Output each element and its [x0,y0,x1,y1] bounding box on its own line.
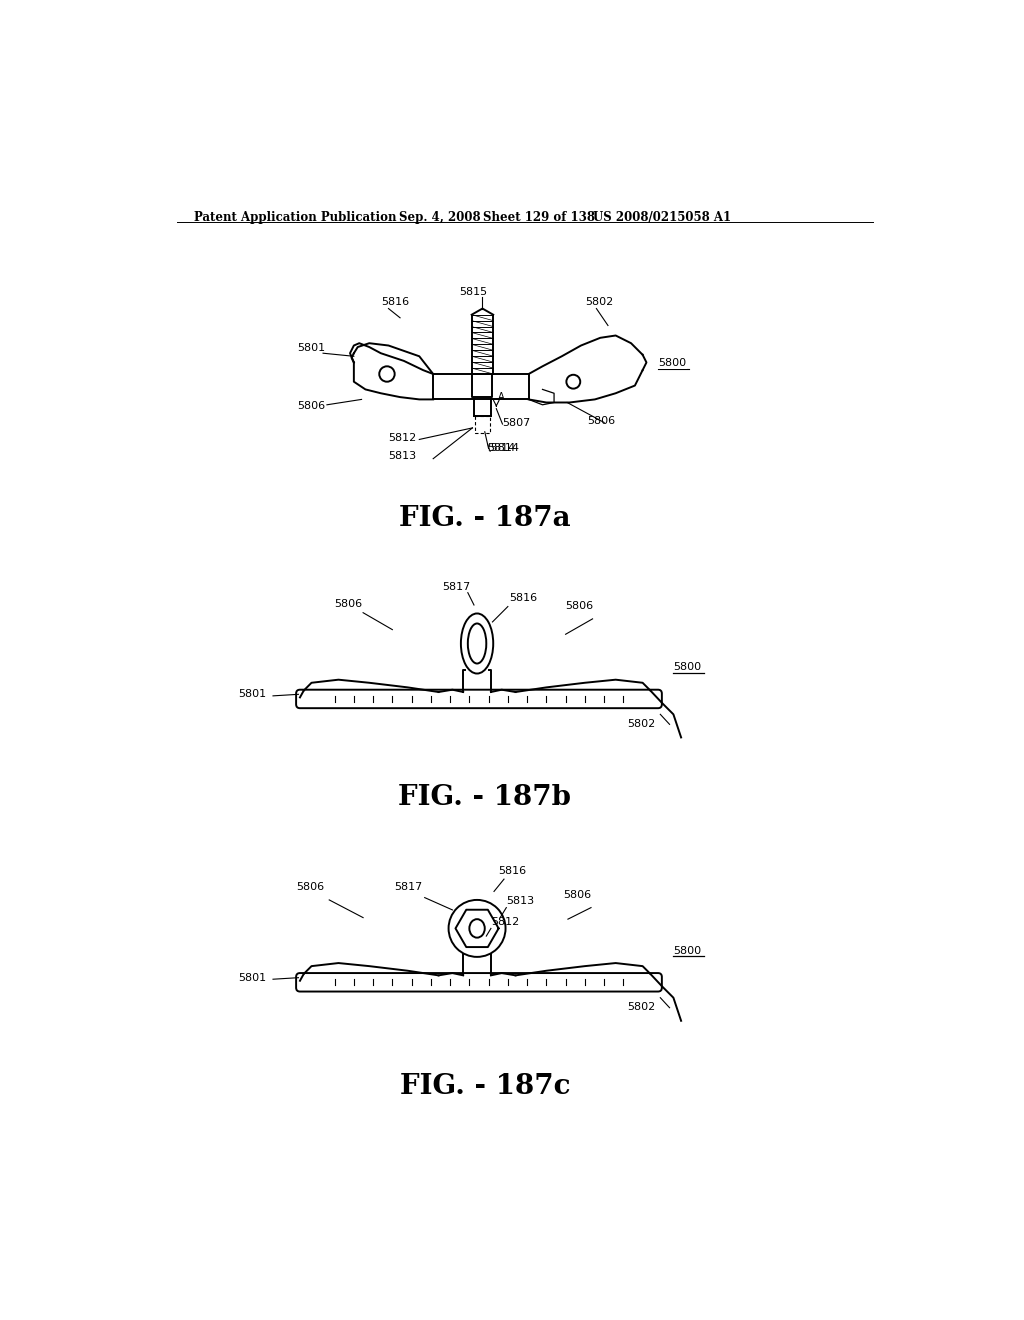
Text: A: A [498,392,505,403]
Text: FIG. - 187b: FIG. - 187b [398,784,571,810]
Text: 5801: 5801 [239,973,266,983]
FancyBboxPatch shape [296,973,662,991]
Text: 5802: 5802 [628,1002,655,1012]
Text: 5807: 5807 [503,417,530,428]
Text: \5814: \5814 [487,444,519,453]
Text: 5800: 5800 [658,358,686,368]
Text: 5813: 5813 [388,450,417,461]
Text: 5800: 5800 [674,663,701,672]
Text: 5812: 5812 [388,433,417,444]
Text: 5816: 5816 [381,297,409,306]
Text: Sheet 129 of 138: Sheet 129 of 138 [483,211,595,224]
Text: Sep. 4, 2008: Sep. 4, 2008 [398,211,480,224]
Text: 5816: 5816 [509,593,538,603]
Text: 5806: 5806 [565,601,594,611]
Text: FIG. - 187a: FIG. - 187a [399,506,570,532]
Text: 5806: 5806 [298,401,326,411]
Text: 5814: 5814 [487,444,515,453]
Text: 5801: 5801 [298,343,326,352]
Text: 5816: 5816 [499,866,526,876]
Text: 5802: 5802 [628,718,655,729]
Text: FIG. - 187c: FIG. - 187c [399,1073,570,1100]
Text: 5817: 5817 [442,582,471,591]
Text: 5802: 5802 [585,297,613,306]
Text: 5812: 5812 [490,917,519,928]
Text: 5806: 5806 [296,882,325,892]
Text: 5813: 5813 [506,896,535,906]
FancyBboxPatch shape [296,689,662,708]
Text: Patent Application Publication: Patent Application Publication [194,211,396,224]
Text: 5801: 5801 [239,689,266,700]
Text: 5800: 5800 [674,946,701,956]
Text: US 2008/0215058 A1: US 2008/0215058 A1 [593,211,731,224]
Text: 5815: 5815 [459,286,487,297]
Text: 5806: 5806 [563,890,592,900]
Text: 5817: 5817 [394,882,422,892]
Text: 5806: 5806 [587,416,615,426]
Text: 5806: 5806 [335,598,362,609]
